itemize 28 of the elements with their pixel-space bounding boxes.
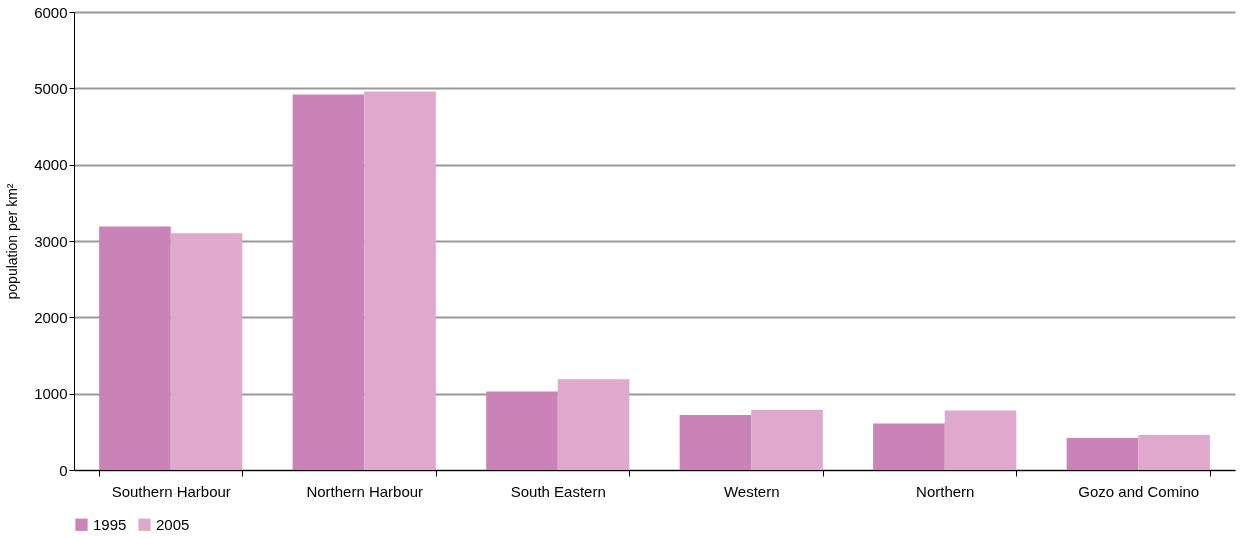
x-tick-label: Southern Harbour	[111, 482, 231, 500]
x-tick-label: Northern Harbour	[306, 482, 424, 500]
bar	[99, 226, 171, 470]
bar	[944, 410, 1017, 470]
bar	[1066, 437, 1139, 470]
y-tick-label: 6000	[34, 3, 68, 21]
bar	[170, 233, 243, 470]
bar	[679, 415, 752, 470]
y-tick-label: 5000	[34, 79, 68, 97]
legend-label: 1995	[93, 515, 127, 533]
bar	[751, 409, 823, 470]
x-tick-label: Gozo and Comino	[1078, 482, 1200, 500]
y-tick-label: 3000	[34, 232, 68, 250]
x-tick-label: South Eastern	[510, 482, 606, 500]
bar	[292, 94, 365, 470]
x-tick-label: Western	[723, 482, 780, 500]
y-tick-label: 1000	[34, 385, 68, 403]
bar	[873, 423, 945, 470]
bar	[364, 91, 436, 470]
y-tick-label: 4000	[34, 156, 68, 174]
bar	[557, 379, 630, 470]
y-tick-label: 2000	[34, 308, 68, 326]
bar	[1138, 434, 1210, 470]
bar	[486, 391, 558, 470]
x-tick-label: Northern	[916, 482, 975, 500]
legend-label: 2005	[156, 515, 190, 533]
y-tick-label: 0	[59, 461, 68, 479]
y-axis-title: population per km²	[4, 183, 21, 300]
